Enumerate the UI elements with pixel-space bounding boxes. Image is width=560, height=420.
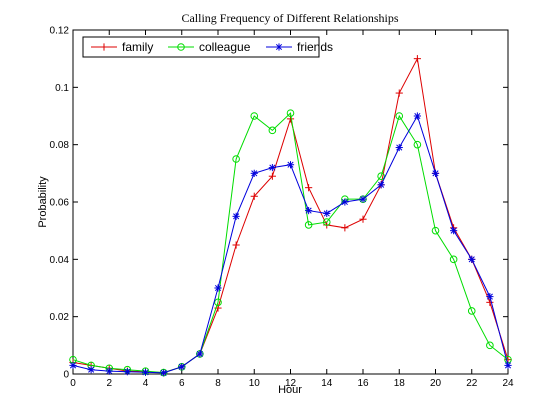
data-point-circle (304, 221, 313, 229)
x-tick-label: 18 (394, 378, 406, 389)
x-tick-label: 0 (70, 378, 76, 389)
x-tick-label: 20 (430, 378, 442, 389)
data-point-star (413, 112, 421, 120)
data-point-star (268, 164, 276, 172)
legend-label: family (122, 40, 153, 54)
data-point-circle (268, 126, 277, 135)
data-point-plus (250, 192, 258, 200)
data-point-star (214, 284, 222, 292)
plot-area (72, 29, 509, 375)
x-tick-label: 8 (215, 378, 221, 389)
data-point-circle (449, 255, 458, 264)
legend: family colleague friends (82, 36, 333, 58)
data-point-star (468, 255, 476, 263)
x-tick-label: 10 (249, 378, 261, 389)
data-point-circle (486, 341, 494, 350)
data-point-plus (359, 215, 367, 223)
x-tick-label: 16 (357, 378, 369, 389)
y-tick-label: 0.12 (50, 26, 70, 37)
data-point-star (450, 227, 458, 235)
data-point-star (323, 209, 331, 218)
data-point-circle (286, 109, 295, 117)
x-tick-label: 14 (321, 378, 333, 389)
data-point-circle (431, 226, 440, 235)
data-point-star (431, 169, 440, 177)
legend-label: colleague (199, 40, 251, 54)
data-point-star (232, 212, 240, 220)
y-axis-label: Probability (37, 176, 49, 228)
data-point-circle (413, 140, 422, 149)
data-point-plus (232, 241, 240, 249)
data-point-circle (232, 155, 240, 163)
y-tick-label: 0.1 (55, 83, 69, 94)
data-point-star (395, 143, 403, 152)
legend-box (82, 36, 320, 58)
x-tick-label: 4 (143, 378, 149, 389)
data-point-circle (467, 307, 476, 315)
data-point-circle (214, 298, 222, 307)
legend-item-colleague: colleague (168, 40, 251, 54)
data-point-star (141, 368, 150, 376)
data-point-star (275, 43, 283, 51)
series-layer (69, 55, 512, 377)
data-point-plus (395, 89, 403, 97)
series-friends (69, 112, 512, 377)
data-point-star (305, 207, 313, 215)
data-point-star (69, 361, 77, 369)
x-tick-label: 22 (466, 378, 478, 389)
data-point-plus (341, 224, 349, 232)
data-point-circle (250, 112, 259, 120)
data-point-circle (377, 172, 385, 180)
data-point-star (196, 350, 204, 358)
data-point-star (486, 293, 494, 301)
data-point-circle (395, 112, 404, 120)
data-point-star (504, 361, 512, 369)
y-tick-label: 0 (63, 370, 69, 381)
data-point-star (105, 367, 113, 375)
y-tick-label: 0.02 (50, 312, 70, 323)
y-tick-label: 0.04 (50, 255, 70, 266)
legend-item-friends: friends (266, 40, 333, 54)
x-tick-label: 2 (106, 378, 112, 389)
data-point-plus (100, 43, 108, 51)
data-point-plus (413, 55, 421, 63)
y-tick-label: 0.06 (50, 198, 70, 209)
x-tick-label: 24 (502, 378, 514, 389)
legend-item-family: family (91, 40, 153, 54)
x-tick-label: 12 (285, 378, 297, 389)
data-point-star (359, 195, 367, 203)
data-point-plus (305, 184, 313, 192)
data-point-star (160, 369, 168, 377)
data-point-circle (177, 43, 185, 51)
data-point-star (377, 181, 385, 189)
data-point-star (341, 198, 349, 206)
chart-title: Calling Frequency of Different Relations… (181, 11, 398, 25)
data-point-circle (322, 218, 331, 226)
legend-label: friends (297, 40, 333, 54)
data-point-plus (268, 172, 276, 180)
axis-ticks: 0 2 4 6 8 10 12 14 16 18 20 22 2400.020.040.060.080.… (50, 26, 514, 390)
data-point-star (123, 368, 131, 376)
data-point-star (286, 161, 295, 169)
data-point-star (178, 363, 186, 371)
x-axis-label: Hour (278, 384, 302, 396)
data-point-star (250, 169, 258, 177)
x-tick-label: 6 (179, 378, 185, 389)
data-point-star (87, 366, 95, 374)
y-tick-label: 0.08 (50, 140, 70, 151)
